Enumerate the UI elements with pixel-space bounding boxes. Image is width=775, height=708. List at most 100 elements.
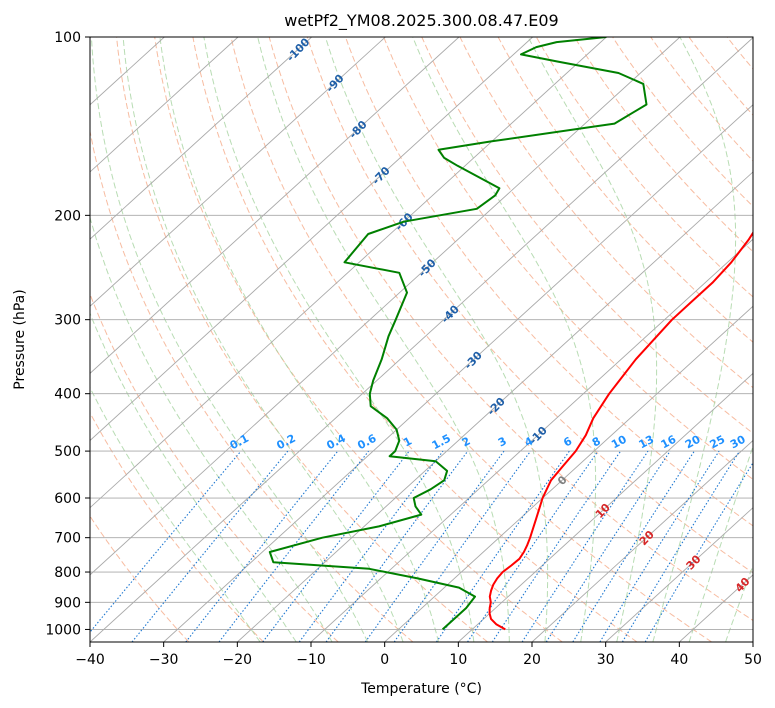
y-tick-label: 500 — [54, 444, 81, 460]
x-tick-label: 10 — [449, 652, 467, 668]
mixing-ratio-label: 25 — [708, 433, 728, 452]
dry-adiabat — [383, 37, 753, 480]
profile-lines — [268, 37, 753, 631]
x-tick-label: 0 — [380, 652, 389, 668]
y-axis-title: Pressure (hPa) — [12, 289, 28, 389]
isotherm — [458, 372, 753, 642]
isotherm — [90, 37, 533, 442]
x-tick-label: −10 — [296, 652, 326, 668]
mixing-ratio-line — [185, 450, 339, 642]
moist-adiabat — [688, 444, 753, 642]
moist-adiabat — [203, 37, 475, 642]
y-tick-label: 900 — [54, 595, 81, 611]
x-axis-title: Temperature (°C) — [360, 681, 482, 697]
mixing-ratio-line — [599, 450, 720, 642]
mixing-ratio-line — [521, 450, 649, 642]
isotherm — [310, 238, 753, 642]
y-tick-label: 200 — [54, 208, 81, 224]
dry-adiabat — [116, 37, 488, 642]
mixing-ratio-label: 16 — [659, 433, 679, 452]
isotherm — [90, 37, 312, 240]
moist-adiabat — [90, 215, 333, 642]
x-tick-label: 40 — [670, 652, 688, 668]
dry-adiabat — [726, 37, 753, 70]
isotherm — [384, 305, 753, 642]
isotherm — [237, 171, 753, 642]
dry-adiabat — [90, 411, 264, 642]
mixing-ratio-line — [467, 450, 599, 642]
mixing-ratio-line — [491, 450, 622, 642]
dry-adiabat — [230, 37, 712, 642]
moist-adiabat — [90, 312, 297, 642]
x-tick-label: −40 — [75, 652, 105, 668]
mixing-ratio-line — [218, 450, 370, 642]
moist-adiabat — [122, 37, 404, 642]
mixing-ratio-label: 6 — [561, 434, 574, 449]
y-axis: 1000 900 800 700 600 500 400 300 200 100 — [45, 30, 90, 638]
mixing-ratio-label: 0.2 — [274, 432, 297, 453]
y-tick-label: 600 — [54, 491, 81, 507]
mixing-ratio-line — [393, 450, 532, 642]
mixing-ratio-line — [364, 450, 505, 642]
moist-adiabat — [90, 37, 369, 642]
dry-adiabat — [90, 292, 339, 642]
plot-frame — [89, 36, 754, 643]
mixing-ratio-line — [325, 450, 469, 642]
x-tick-label: −30 — [149, 652, 179, 668]
isotherm — [90, 37, 607, 509]
x-tick-label: 30 — [597, 652, 615, 668]
mixing-ratio-line — [572, 450, 695, 642]
mixing-ratio-line — [298, 450, 444, 642]
moist-adiabat — [90, 386, 261, 642]
mixing-ratio-label: 30 — [728, 433, 748, 452]
mixing-ratio-label: 13 — [637, 433, 657, 452]
isotherm — [90, 37, 386, 307]
mixing-ratio-label: 20 — [683, 433, 703, 452]
y-tick-label: 400 — [54, 387, 81, 403]
mixing-ratio-label: 3 — [496, 434, 509, 449]
y-tick-label: 700 — [54, 531, 81, 547]
moist-adiabat — [652, 37, 737, 642]
y-tick-label: 1000 — [45, 622, 81, 638]
isotherm — [531, 439, 753, 642]
moist-adiabat — [257, 37, 510, 642]
dry-adiabat — [154, 37, 563, 642]
temperature-profile — [488, 231, 753, 631]
x-tick-label: 20 — [523, 652, 541, 668]
isotherm — [163, 104, 753, 642]
mixing-ratio-line — [621, 450, 741, 642]
mixing-ratio-line — [545, 450, 671, 642]
dry-adiabat — [688, 37, 753, 116]
mixing-ratio-line — [90, 450, 242, 633]
moist-adiabat — [412, 37, 597, 642]
chart-title: wetPf2_YM08.2025.300.08.47.E09 — [284, 11, 558, 31]
dry-adiabat — [765, 37, 775, 642]
mixing-ratio-line — [644, 461, 753, 642]
dry-adiabat — [192, 37, 638, 642]
dry-adiabat — [535, 37, 753, 298]
dry-adiabat — [497, 37, 753, 343]
dry-adiabat — [612, 37, 753, 208]
isotherm — [90, 37, 681, 576]
mixing-ratio-label: 1.5 — [430, 432, 453, 453]
x-tick-label: 50 — [744, 652, 762, 668]
y-tick-label: 800 — [54, 565, 81, 581]
mixing-ratio-line — [435, 450, 570, 642]
background-lines — [90, 37, 775, 642]
x-axis: −40 −30 −20 −10 0 10 20 30 40 50 — [75, 642, 762, 668]
dry-adiabat — [650, 37, 753, 162]
moist-adiabat — [324, 37, 549, 642]
mixing-ratio-line — [131, 450, 289, 642]
y-tick-label: 100 — [54, 30, 81, 46]
dry-adiabat — [268, 37, 753, 622]
moist-adiabat — [527, 37, 658, 642]
dry-adiabat — [459, 37, 753, 389]
mixing-ratio-label: 0.1 — [228, 432, 251, 453]
dry-adiabat — [90, 515, 190, 642]
x-tick-label: −20 — [223, 652, 253, 668]
moist-adiabat — [159, 37, 439, 642]
mixing-ratio-label: 10 — [609, 433, 629, 452]
dry-adiabat — [306, 37, 753, 574]
mixing-ratio-label: 8 — [590, 434, 603, 449]
